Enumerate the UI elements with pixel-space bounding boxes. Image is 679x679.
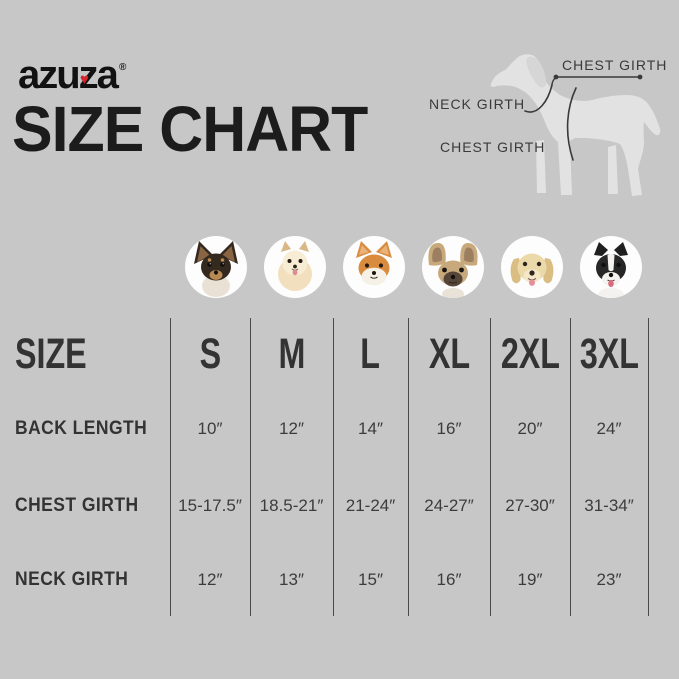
table-cell: 21-24″ [345, 495, 396, 515]
column-divider [648, 318, 649, 616]
pomeranian-icon [278, 241, 312, 291]
column-divider [250, 318, 251, 616]
table-cell: 16″ [436, 570, 462, 589]
table-cell: 12″ [197, 570, 223, 589]
measure-dot-right [637, 74, 643, 80]
table-cell: 16″ [436, 418, 462, 438]
table-cell: 19″ [517, 570, 543, 589]
dog-photo-shiba-inu [343, 236, 405, 298]
row-label: NECK GIRTH [15, 569, 129, 590]
label-neck-girth: NECK GIRTH [429, 96, 526, 112]
dog-measurement-diagram [490, 54, 661, 196]
size-col-l: L [360, 329, 381, 378]
size-col-3xl: 3XL [579, 329, 640, 378]
table-cell: 20″ [517, 418, 543, 438]
row-label: BACK LENGTH [15, 417, 148, 439]
table-cell: 31-34″ [584, 495, 634, 515]
row-label: CHEST GIRTH [15, 494, 139, 516]
table-cell: 13″ [279, 570, 304, 589]
brand-logo: azuza ® ♥ [18, 54, 126, 100]
table-cell: 15-17.5″ [178, 495, 242, 515]
table-cell: 14″ [358, 418, 383, 438]
table-cell: 23″ [596, 570, 622, 589]
labrador-icon [510, 253, 554, 286]
table-cell: 24-27″ [424, 495, 474, 515]
chest-girth-arc [566, 87, 577, 161]
column-divider [490, 318, 491, 616]
dog-photo-chihuahua [185, 236, 247, 298]
registered-trademark: ® [118, 62, 127, 73]
size-col-m: M [278, 329, 305, 378]
column-divider [170, 318, 171, 616]
brand-logo-text: azuza [18, 53, 119, 97]
neck-girth-arc [524, 84, 553, 113]
dog-photo-pomeranian [264, 236, 326, 298]
chihuahua-icon [194, 241, 238, 297]
size-col-2xl: 2XL [500, 329, 560, 378]
border-collie-icon [594, 242, 628, 298]
dog-photo-labrador [501, 236, 563, 298]
size-col-s: S [199, 329, 221, 378]
size-col-xl: XL [428, 329, 470, 378]
measure-connector [551, 76, 557, 86]
table-cell: 24″ [596, 418, 622, 438]
dog-photo-french-bulldog [422, 236, 484, 298]
dog-silhouette [490, 54, 661, 196]
dog-ear [526, 56, 547, 88]
dog-photo-border-collie [580, 236, 642, 298]
heart-icon: ♥ [80, 71, 89, 88]
column-divider [408, 318, 409, 616]
table-cell: 18.5-21″ [259, 495, 324, 515]
table-cell: 15″ [358, 570, 383, 589]
label-chest-girth: CHEST GIRTH [440, 139, 546, 155]
shiba-inu-icon [356, 241, 392, 286]
table-cell: 27-30″ [505, 495, 555, 515]
table-row-back-length: BACK LENGTH 10″ 12″ 14″ 16″ 20″ 24″ [0, 390, 679, 467]
column-divider [333, 318, 334, 616]
page-title: SIZE CHART [12, 93, 368, 165]
dog-hind-leg [608, 145, 618, 194]
table-cell: 10″ [197, 418, 223, 438]
label-back-measure: CHEST GIRTH [562, 57, 668, 73]
table-row-chest-girth: CHEST GIRTH 15-17.5″ 18.5-21″ 21-24″ 24-… [0, 467, 679, 544]
size-header-row: SIZE S M L XL 2XL 3XL [0, 318, 679, 390]
size-column-header: SIZE [15, 329, 87, 378]
dog-front-leg [536, 140, 546, 193]
table-row-neck-girth: NECK GIRTH 12″ 13″ 15″ 16″ 19″ 23″ [0, 544, 679, 616]
table-cell: 12″ [279, 418, 304, 438]
french-bulldog-icon [428, 242, 478, 298]
column-divider [570, 318, 571, 616]
